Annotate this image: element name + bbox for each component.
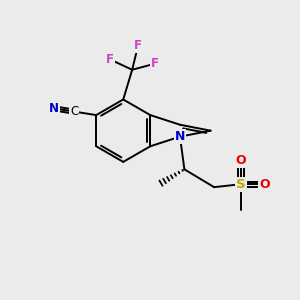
Text: N: N: [49, 102, 59, 115]
Text: F: F: [106, 53, 114, 66]
Text: O: O: [236, 154, 246, 167]
Text: C: C: [70, 105, 78, 118]
Text: F: F: [134, 39, 142, 52]
Text: S: S: [236, 178, 246, 191]
Text: N: N: [175, 130, 185, 143]
Text: F: F: [151, 57, 158, 70]
Text: O: O: [260, 178, 270, 191]
